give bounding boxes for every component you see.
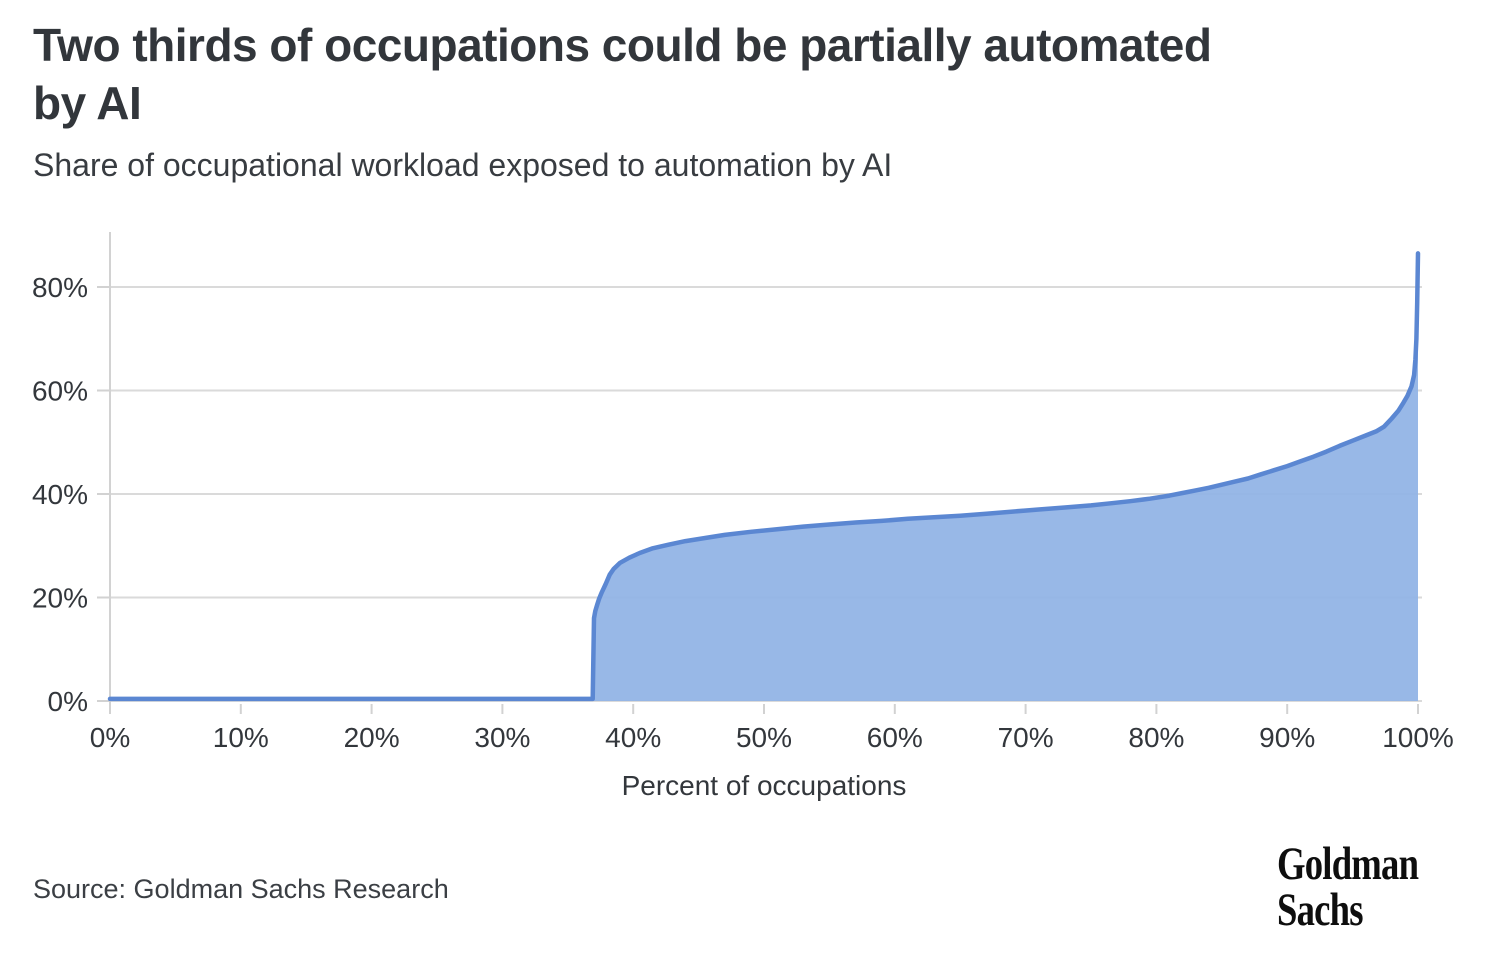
x-tick-label-60: 60% — [867, 722, 923, 753]
series-line — [107, 251, 1421, 702]
x-tick-label-80: 80% — [1128, 722, 1184, 753]
page-title-line-1: Two thirds of occupations could be parti… — [33, 19, 1212, 71]
logo-line-1: Goldman — [1277, 838, 1419, 890]
goldman-sachs-logo: Goldman Sachs — [1277, 838, 1419, 936]
x-tick-label-20: 20% — [344, 722, 400, 753]
x-tick-label-10: 10% — [213, 722, 269, 753]
x-tick-label-90: 90% — [1259, 722, 1315, 753]
x-tick-label-40: 40% — [605, 722, 661, 753]
y-tick-label-40: 40% — [32, 479, 88, 510]
x-tick-label-0: 0% — [90, 722, 130, 753]
x-tick-label-30: 30% — [474, 722, 530, 753]
x-tick-label-100: 100% — [1382, 722, 1454, 753]
page-title-line-2: by AI — [33, 77, 142, 129]
y-tick-label-0: 0% — [48, 686, 88, 717]
y-tick-label-20: 20% — [32, 583, 88, 614]
chart-subtitle: Share of occupational workload exposed t… — [33, 147, 893, 183]
x-tick-label-70: 70% — [998, 722, 1054, 753]
page-title: Two thirds of occupations could be parti… — [33, 16, 1463, 132]
area-fill — [110, 253, 1418, 701]
logo-line-2: Sachs — [1277, 884, 1364, 936]
y-tick-label-60: 60% — [32, 376, 88, 407]
y-tick-label-80: 80% — [32, 272, 88, 303]
x-tick-label-50: 50% — [736, 722, 792, 753]
x-axis-label: Percent of occupations — [621, 770, 907, 801]
source-note: Source: Goldman Sachs Research — [33, 874, 449, 904]
